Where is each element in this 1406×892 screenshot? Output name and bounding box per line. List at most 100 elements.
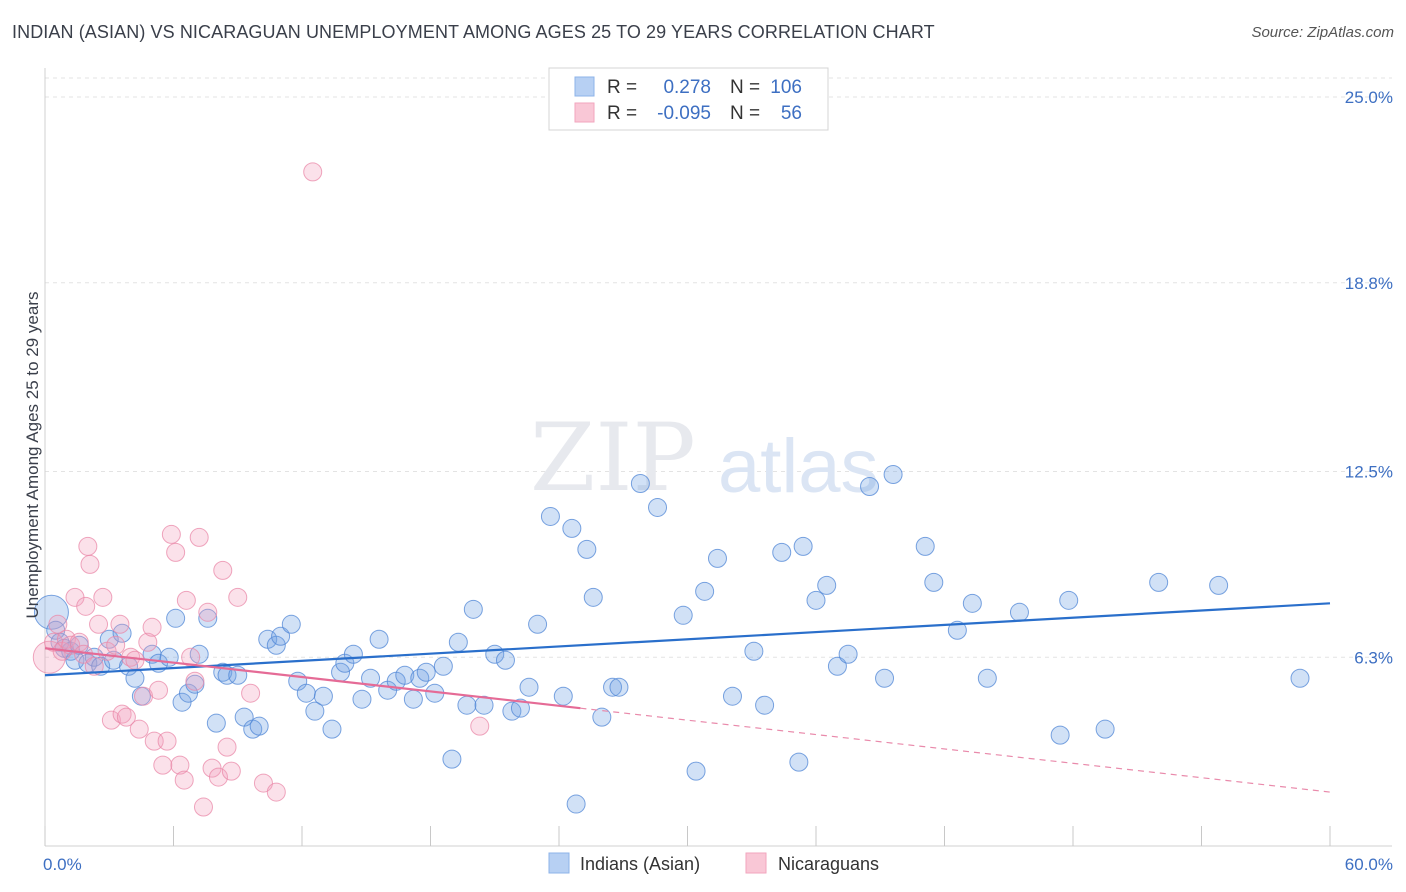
y-tick-label: 6.3%	[1354, 648, 1393, 667]
indian-point	[977, 668, 997, 688]
indian-point	[463, 599, 483, 619]
indian-point	[860, 476, 880, 496]
nicaraguan-point	[217, 737, 237, 757]
nicaraguan-point	[89, 614, 109, 634]
bottom-legend-swatch-nicaraguan	[745, 852, 767, 874]
indian-point	[630, 473, 650, 493]
indian-point	[510, 698, 530, 718]
nicaraguan-point	[221, 761, 241, 781]
indian-point	[686, 761, 706, 781]
indian-point	[528, 614, 548, 634]
indian-point	[553, 686, 573, 706]
indian-point	[519, 677, 539, 697]
indian-point	[838, 644, 858, 664]
indian-point	[403, 689, 423, 709]
indian-point	[206, 713, 226, 733]
nicaraguan-point	[153, 755, 173, 775]
nicaraguan-point	[198, 602, 218, 622]
nicaraguan-point	[101, 710, 121, 730]
nicaraguan-point	[76, 596, 96, 616]
nicaraguan-point	[149, 680, 169, 700]
nicaraguan-point	[470, 716, 490, 736]
indian-point	[305, 701, 325, 721]
indian-point	[322, 719, 342, 739]
nicaraguan-point	[228, 587, 248, 607]
y-tick-label: 18.8%	[1345, 274, 1393, 293]
y-tick-label: 12.5%	[1345, 463, 1393, 482]
bottom-legend-swatch-indian	[548, 852, 570, 874]
indian-point	[1059, 590, 1079, 610]
indian-point	[603, 677, 623, 697]
indian-point	[772, 542, 792, 562]
indian-point	[361, 668, 381, 688]
nicaraguan-trend-line	[44, 647, 581, 710]
nicaraguan-point	[129, 719, 149, 739]
indian-point	[33, 594, 69, 630]
indian-point	[827, 656, 847, 676]
indian-point	[1209, 575, 1229, 595]
legend-n-label-2: N =	[730, 103, 760, 124]
indian-point	[707, 548, 727, 568]
nicaraguan-point	[84, 656, 104, 676]
nicaraguan-point	[142, 617, 162, 637]
indian-point	[924, 572, 944, 592]
indian-point	[793, 536, 813, 556]
x-tick-label-min: 0.0%	[43, 855, 82, 874]
indian-point	[915, 536, 935, 556]
indian-point	[817, 575, 837, 595]
chart-title: INDIAN (ASIAN) VS NICARAGUAN UNEMPLOYMEN…	[12, 22, 935, 42]
indian-point	[166, 608, 186, 628]
nicaraguan-point	[185, 671, 205, 691]
indian-point	[313, 686, 333, 706]
legend: R = 0.278 N = 106 R = -0.095 N = 56	[548, 67, 829, 131]
nicaraguan-point	[78, 536, 98, 556]
indian-point	[722, 686, 742, 706]
y-tick-label: 25.0%	[1345, 88, 1393, 107]
legend-frame	[548, 67, 829, 131]
indian-point	[1149, 572, 1169, 592]
indian-point	[562, 518, 582, 538]
indian-point	[789, 752, 809, 772]
indian-point	[540, 506, 560, 526]
indian-point	[875, 668, 895, 688]
indian-point	[217, 665, 237, 685]
indian-point	[1095, 719, 1115, 739]
indian-point	[198, 608, 218, 628]
indian-point	[352, 689, 372, 709]
indian-point	[744, 641, 764, 661]
indian-point	[883, 464, 903, 484]
bottom-legend-label-nicaraguan: Nicaraguans	[778, 854, 879, 874]
nicaraguan-point	[80, 554, 100, 574]
indian-point	[442, 749, 462, 769]
indian-point	[1290, 668, 1310, 688]
legend-r-value-1: 0.278	[663, 77, 711, 98]
indian-trend-line	[44, 602, 1331, 677]
legend-n-label-1: N =	[730, 77, 760, 98]
watermark-atlas: atlas	[718, 424, 879, 509]
indian-point	[448, 632, 468, 652]
bottom-legend: Indians (Asian) Nicaraguans	[548, 852, 879, 874]
legend-n-value-2: 56	[781, 103, 802, 124]
legend-r-label-2: R =	[607, 103, 637, 124]
nicaraguan-point	[93, 587, 113, 607]
indian-point	[1009, 602, 1029, 622]
nicaraguan-point	[106, 635, 126, 655]
nicaraguan-point	[48, 614, 68, 634]
nicaraguan-point	[116, 707, 136, 727]
axes	[44, 68, 1392, 847]
nicaraguan-point	[125, 650, 145, 670]
indian-point	[296, 683, 316, 703]
nicaraguan-point	[241, 683, 261, 703]
nicaraguan-point	[166, 542, 186, 562]
indian-point	[806, 590, 826, 610]
indian-point	[474, 695, 494, 715]
nicaraguan-point	[174, 770, 194, 790]
trend-lines	[44, 602, 1331, 793]
indian-point	[249, 716, 269, 736]
nicaraguan-point	[110, 614, 130, 634]
x-tick-label-max: 60.0%	[1345, 855, 1393, 874]
nicaraguan-point	[170, 755, 190, 775]
nicaraguan-point	[193, 797, 213, 817]
indian-point	[755, 695, 775, 715]
watermark-zip: ZIP	[530, 404, 696, 513]
